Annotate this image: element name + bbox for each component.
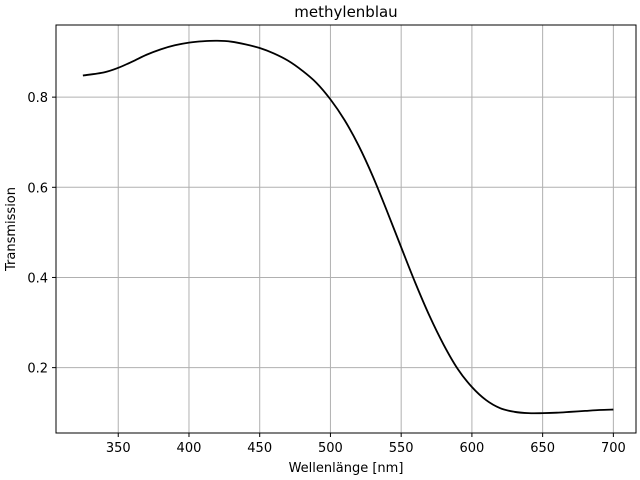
axis-ticks: 350 400 450 500 550 600 650 700 0.2 0.4 0.6 0.8 <box>27 91 625 456</box>
grid <box>56 25 636 433</box>
series-group <box>82 39 614 415</box>
x-axis-label: Wellenlänge [nm] <box>289 461 404 476</box>
chart-title: methylenblau <box>294 3 397 21</box>
y-tick-label: 0.2 <box>27 362 48 377</box>
x-tick-label: 600 <box>459 441 484 456</box>
x-tick-label: 450 <box>247 441 272 456</box>
x-tick-label: 550 <box>389 441 414 456</box>
y-axis-label: Transmission <box>4 187 19 272</box>
x-tick-label: 500 <box>318 441 343 456</box>
x-tick-label: 350 <box>106 441 131 456</box>
y-tick-label: 0.4 <box>27 271 48 286</box>
y-tick-label: 0.8 <box>27 91 48 106</box>
x-tick-label: 400 <box>177 441 202 456</box>
plot-frame <box>55 24 637 434</box>
x-tick-label: 700 <box>601 441 626 456</box>
series-line-0 <box>82 39 614 415</box>
y-tick-label: 0.6 <box>27 181 48 196</box>
x-tick-label: 650 <box>530 441 555 456</box>
